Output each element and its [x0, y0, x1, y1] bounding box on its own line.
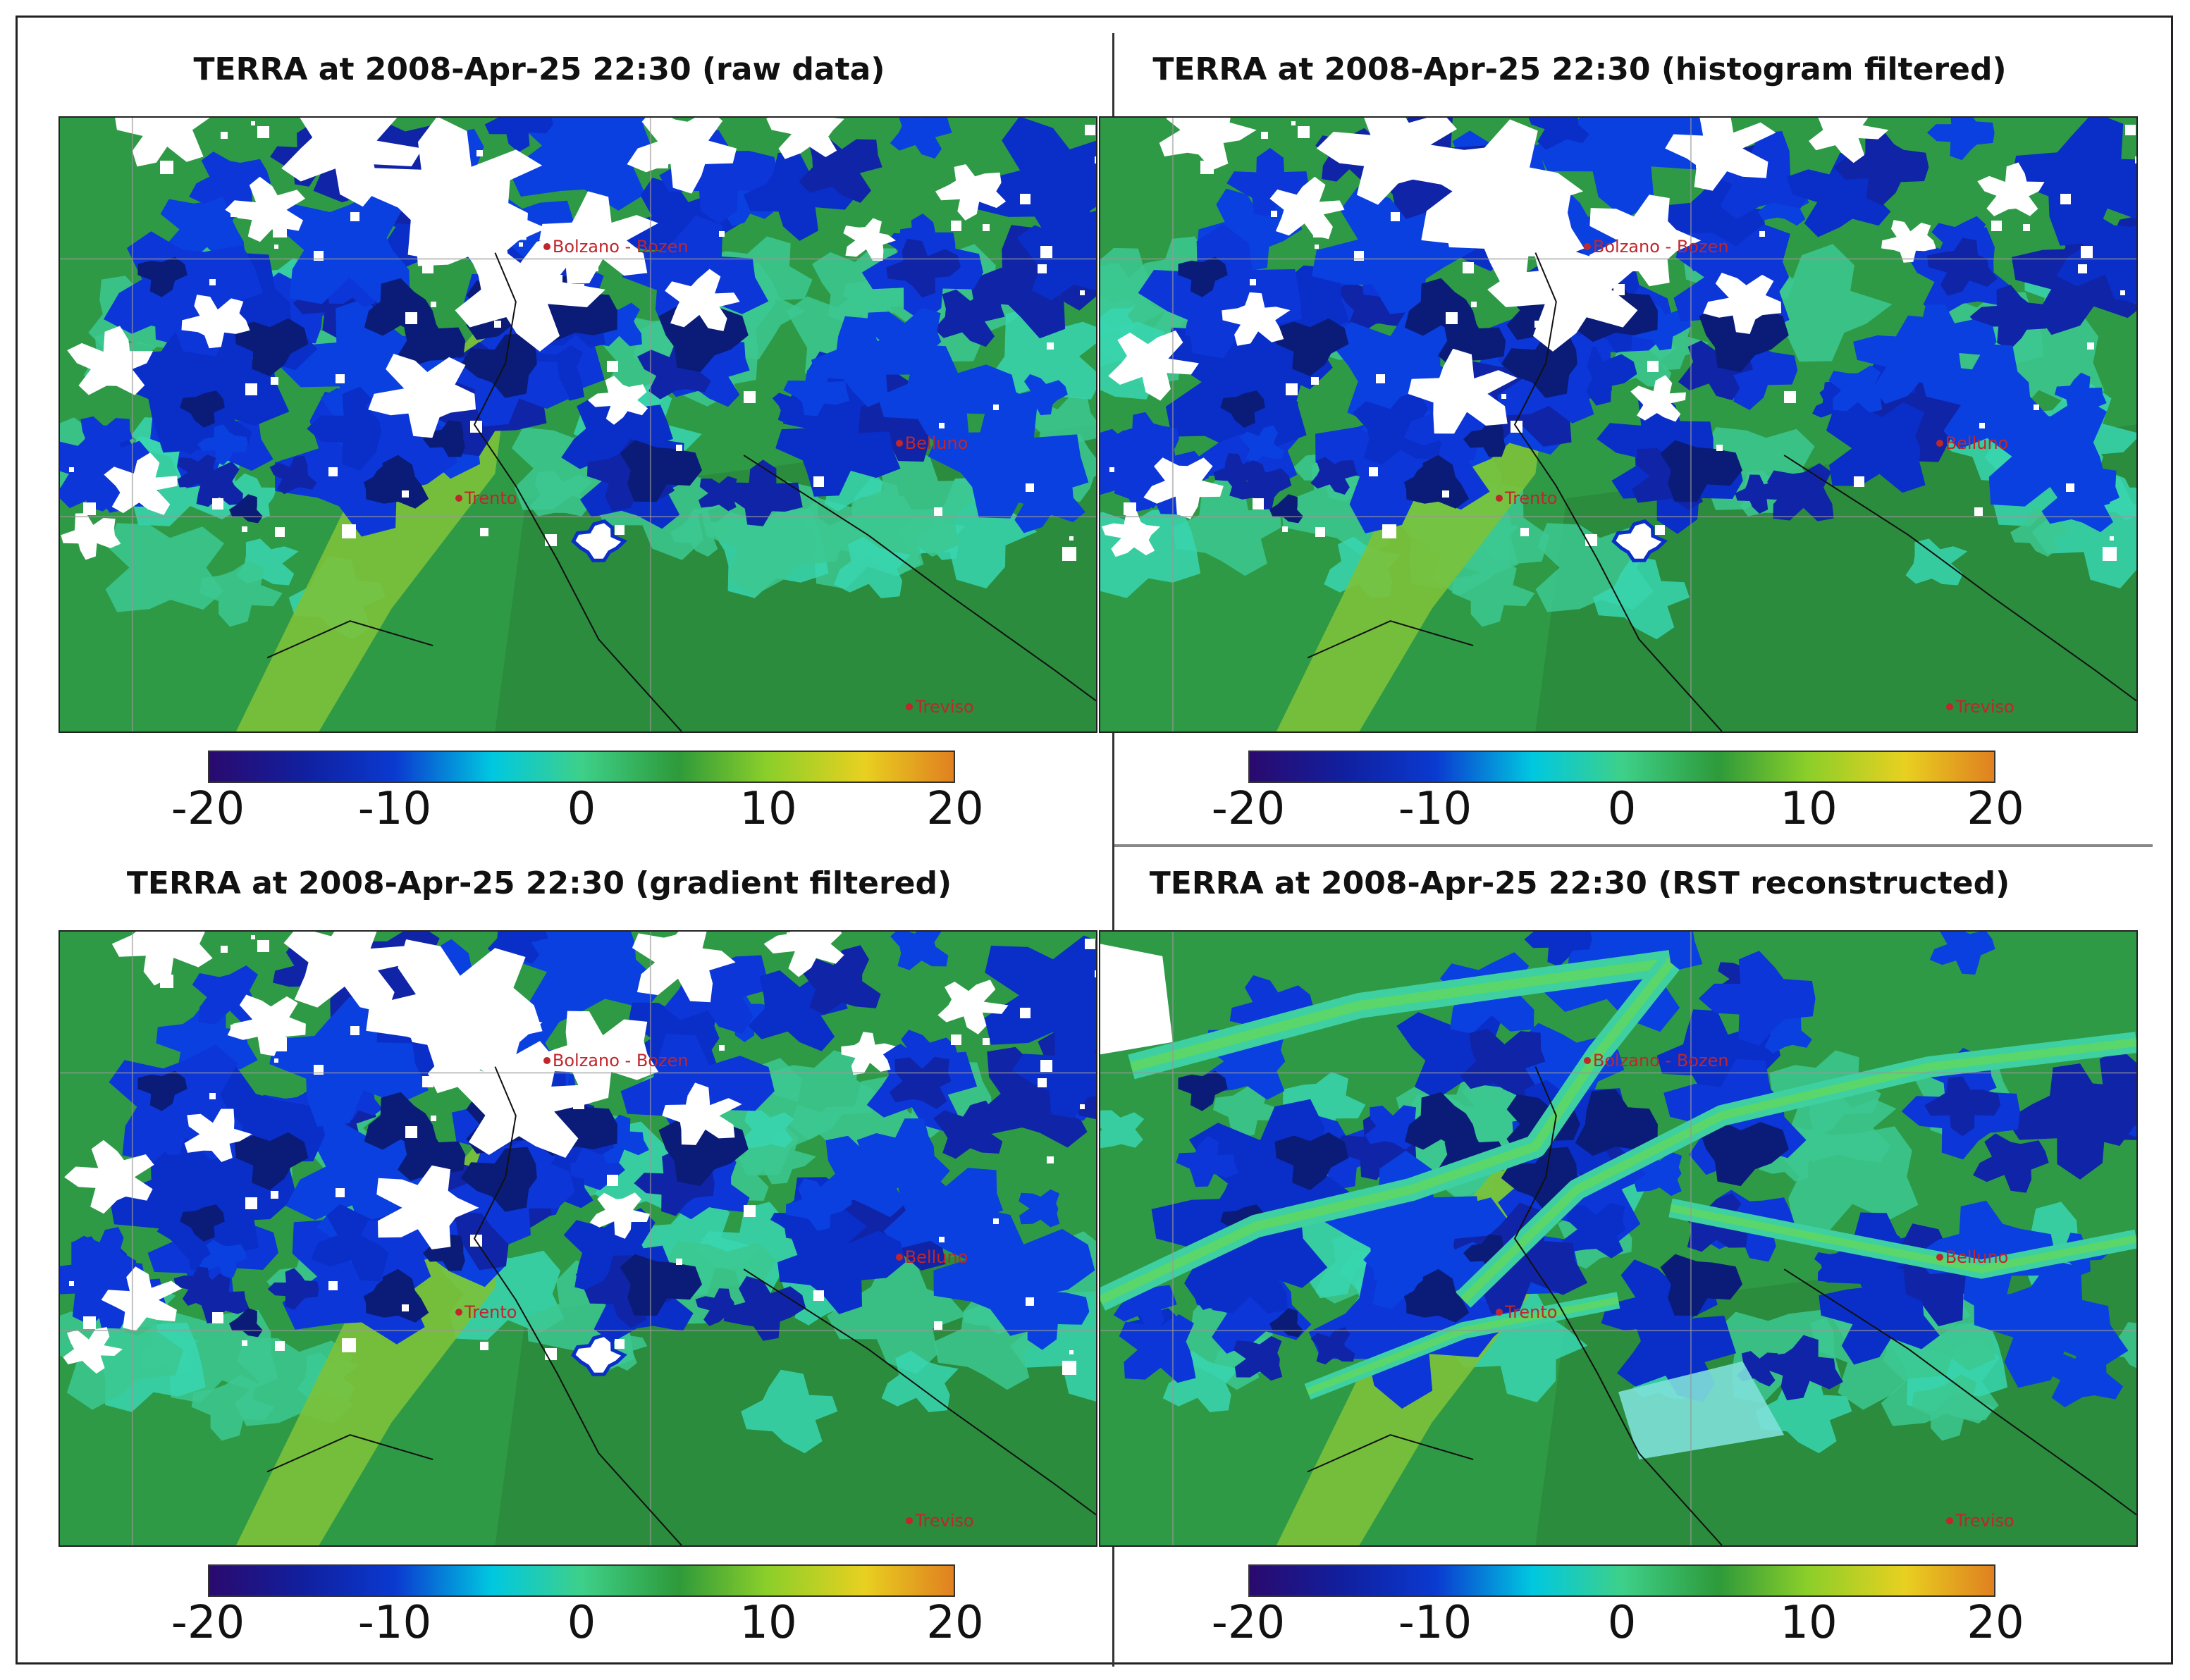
- map-raster: [1100, 932, 2136, 1545]
- colorbar-tick: -20: [171, 783, 245, 835]
- colorbar-tick: 0: [567, 783, 596, 835]
- panel-title: TERRA at 2008-Apr-25 22:30 (raw data): [193, 51, 885, 87]
- colorbar-tick: 10: [739, 1597, 797, 1649]
- colorbar-tick: -10: [357, 1597, 432, 1649]
- city-marker: [1583, 242, 1591, 250]
- colorbar-tick: -20: [1211, 783, 1286, 835]
- city-label: Treviso: [915, 697, 974, 717]
- city-marker: [543, 1056, 550, 1064]
- map-raster: [1100, 118, 2136, 731]
- colorbar-tick: 0: [1607, 783, 1637, 835]
- city-label: Treviso: [1955, 697, 2014, 717]
- figure-frame: TERRA at 2008-Apr-25 22:30 (raw data) Bo…: [16, 16, 2173, 1667]
- city-marker: [895, 439, 903, 447]
- city-label: Bolzano - Bozen: [552, 1050, 689, 1070]
- temperature-map: Bolzano - Bozen Belluno Trento Treviso: [59, 116, 1097, 733]
- city-label: Belluno: [1945, 433, 2009, 453]
- colorbar-tick: 20: [1967, 783, 2024, 835]
- city-marker: [543, 242, 550, 250]
- colorbar-tick: 20: [926, 783, 984, 835]
- vertical-divider: [1112, 33, 1114, 1667]
- city-label: Belluno: [1945, 1247, 2009, 1267]
- temperature-map: Bolzano - Bozen Belluno Trento Treviso: [1099, 116, 2138, 733]
- city-label: Bolzano - Bozen: [1592, 236, 1729, 257]
- city-marker: [1946, 703, 1954, 711]
- panel-rst-reconstructed: TERRA at 2008-Apr-25 22:30 (RST reconstr…: [1058, 832, 2138, 1648]
- city-label: Bolzano - Bozen: [1592, 1050, 1729, 1070]
- city-marker: [1495, 495, 1503, 502]
- colorbar-tick: -10: [1398, 783, 1472, 835]
- city-label: Belluno: [904, 1247, 968, 1267]
- city-label: Trento: [464, 1302, 517, 1323]
- colorbar-tick: 0: [567, 1597, 596, 1649]
- city-marker: [906, 1517, 913, 1525]
- city-label: Trento: [1504, 488, 1558, 509]
- colorbar-tick: 10: [1780, 783, 1838, 835]
- map-raster: [60, 932, 1096, 1545]
- city-label: Bolzano - Bozen: [552, 236, 689, 257]
- panel-title: TERRA at 2008-Apr-25 22:30 (gradient fil…: [126, 865, 952, 901]
- map-raster: [60, 118, 1096, 731]
- colorbar: [1248, 1564, 1995, 1597]
- city-marker: [1495, 1309, 1503, 1316]
- city-label: Treviso: [1955, 1511, 2014, 1531]
- city-label: Belluno: [904, 433, 968, 453]
- city-label: Trento: [1504, 1302, 1558, 1323]
- panel-title: TERRA at 2008-Apr-25 22:30 (RST reconstr…: [1149, 865, 2010, 901]
- colorbar-tick: -20: [171, 1597, 245, 1649]
- colorbar-tick: -20: [1211, 1597, 1286, 1649]
- colorbar-tick: 10: [1780, 1597, 1838, 1649]
- temperature-map: Bolzano - Bozen Belluno Trento Treviso: [59, 930, 1097, 1547]
- horizontal-divider: [1114, 844, 2153, 847]
- colorbar-tick: -10: [1398, 1597, 1472, 1649]
- colorbar-tick: 20: [1967, 1597, 2024, 1649]
- city-marker: [455, 495, 462, 502]
- colorbar-tick: 0: [1607, 1597, 1637, 1649]
- city-marker: [1936, 1253, 1943, 1261]
- city-marker: [1583, 1056, 1591, 1064]
- colorbar-tick: -10: [357, 783, 432, 835]
- city-marker: [906, 703, 913, 711]
- city-label: Trento: [464, 488, 517, 509]
- colorbar: [208, 1564, 955, 1597]
- colorbar-tick: 20: [926, 1597, 984, 1649]
- city-marker: [1936, 439, 1943, 447]
- colorbar: [1248, 751, 1995, 783]
- city-marker: [455, 1309, 462, 1316]
- colorbar-tick: 10: [739, 783, 797, 835]
- city-marker: [895, 1253, 903, 1261]
- panel-raw-data: TERRA at 2008-Apr-25 22:30 (raw data) Bo…: [18, 18, 1097, 834]
- panel-gradient-filtered: TERRA at 2008-Apr-25 22:30 (gradient fil…: [18, 832, 1097, 1648]
- city-label: Treviso: [915, 1511, 974, 1531]
- temperature-map: Bolzano - Bozen Belluno Trento Treviso: [1099, 930, 2138, 1547]
- colorbar: [208, 751, 955, 783]
- city-marker: [1946, 1517, 1954, 1525]
- panel-title: TERRA at 2008-Apr-25 22:30 (histogram fi…: [1152, 51, 2007, 87]
- panel-histogram-filtered: TERRA at 2008-Apr-25 22:30 (histogram fi…: [1058, 18, 2138, 834]
